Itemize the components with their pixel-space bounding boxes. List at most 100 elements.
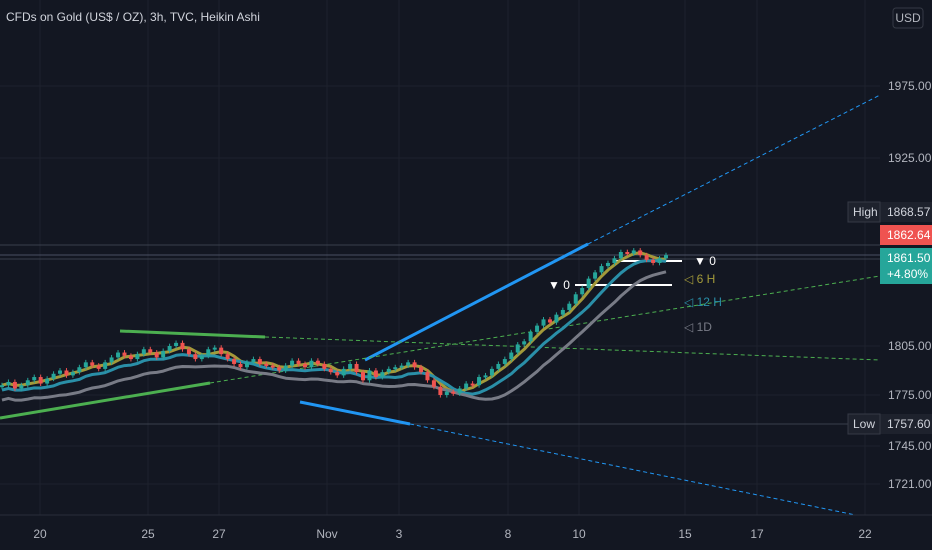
- ma-label: ▼ 0: [548, 278, 570, 292]
- candle: [186, 349, 191, 355]
- candle: [264, 363, 269, 366]
- candle: [238, 363, 243, 368]
- ma-label: ◁ 6 H: [683, 272, 715, 286]
- candle: [438, 386, 443, 395]
- currency-label: USD: [895, 11, 921, 25]
- time-axis-bg: [0, 515, 932, 550]
- candle: [393, 367, 398, 370]
- trendline-green-top-ext: [264, 336, 881, 361]
- time-tick: 25: [141, 527, 155, 541]
- time-tick: Nov: [316, 527, 337, 541]
- candle: [425, 372, 430, 381]
- candle: [580, 288, 585, 295]
- candle: [477, 377, 482, 386]
- candle: [612, 258, 617, 263]
- candle: [657, 258, 662, 263]
- grid: [0, 0, 880, 515]
- candle: [25, 380, 30, 386]
- candle: [444, 391, 449, 395]
- candle: [116, 352, 121, 358]
- candle: [12, 381, 17, 389]
- candle: [593, 272, 598, 279]
- price-tag-label-bg: [847, 201, 881, 223]
- candle: [348, 363, 353, 369]
- candle: [244, 362, 249, 368]
- price-tick: 1925.00: [888, 151, 932, 165]
- candle: [567, 303, 572, 310]
- candle: [631, 250, 636, 254]
- price-tag-value: 1861.50: [887, 251, 931, 265]
- candle: [625, 252, 630, 254]
- candle: [225, 354, 230, 360]
- candle: [483, 375, 488, 378]
- price-tag-bg: [880, 248, 932, 284]
- candle: [128, 355, 133, 360]
- candle: [541, 319, 546, 326]
- candles: [0, 248, 668, 398]
- candle: [367, 370, 372, 381]
- time-tick: 27: [212, 527, 226, 541]
- candle: [193, 354, 198, 360]
- candle: [322, 363, 327, 369]
- candle: [560, 309, 565, 315]
- candle: [58, 370, 63, 374]
- candle: [547, 319, 552, 323]
- price-tick: 1805.00: [888, 339, 932, 353]
- ma-label: ◁ 1D: [683, 320, 712, 334]
- candle: [45, 378, 50, 384]
- time-tick: 22: [858, 527, 872, 541]
- candle: [270, 365, 275, 368]
- currency-button[interactable]: USD: [892, 7, 924, 29]
- candle: [302, 363, 307, 368]
- time-tick: 10: [572, 527, 586, 541]
- candle: [148, 349, 153, 353]
- candle: [122, 352, 127, 356]
- candle: [399, 365, 404, 368]
- candle: [373, 370, 378, 378]
- candle: [354, 363, 359, 373]
- candle: [38, 377, 43, 384]
- trendline-green-bottom: [0, 381, 211, 420]
- candle: [419, 367, 424, 373]
- candle: [599, 266, 604, 273]
- candle: [212, 347, 217, 350]
- candle: [96, 365, 101, 369]
- candle: [380, 372, 385, 378]
- candle: [199, 355, 204, 360]
- price-axis: 1721.00 1745.00 1775.00 1805.00 1925.00 1975.…: [847, 0, 932, 515]
- ma-label: ▼ 0: [694, 254, 716, 268]
- candle: [528, 331, 533, 342]
- candle: [664, 255, 668, 259]
- candle: [470, 383, 475, 386]
- time-tick: 15: [678, 527, 692, 541]
- candle: [605, 262, 610, 267]
- candle: [232, 359, 237, 364]
- candle: [586, 278, 591, 289]
- trendline-upper-solid: [364, 242, 589, 362]
- candle: [328, 368, 333, 373]
- candle: [502, 359, 507, 364]
- candle: [361, 372, 366, 381]
- candle: [290, 360, 295, 366]
- trendline-lower-solid: [299, 400, 411, 426]
- price-tag-change: +4.80%: [887, 267, 928, 281]
- ma-1d-line: [1, 270, 667, 402]
- candle: [451, 391, 456, 394]
- candle: [335, 372, 340, 376]
- candle: [651, 259, 656, 263]
- candle: [64, 370, 69, 376]
- ma-label: ◁ 12 H: [683, 295, 722, 309]
- candle: [457, 388, 462, 394]
- trendline-green-top: [119, 329, 266, 339]
- price-tick: 1975.00: [888, 79, 932, 93]
- candle: [6, 381, 11, 386]
- candle: [296, 360, 301, 364]
- candle: [180, 342, 185, 350]
- candle: [109, 357, 114, 363]
- candle: [554, 314, 559, 323]
- candle: [83, 362, 88, 368]
- candle: [135, 354, 140, 360]
- candle: [412, 362, 417, 368]
- price-tag-value: 1868.57: [887, 205, 931, 219]
